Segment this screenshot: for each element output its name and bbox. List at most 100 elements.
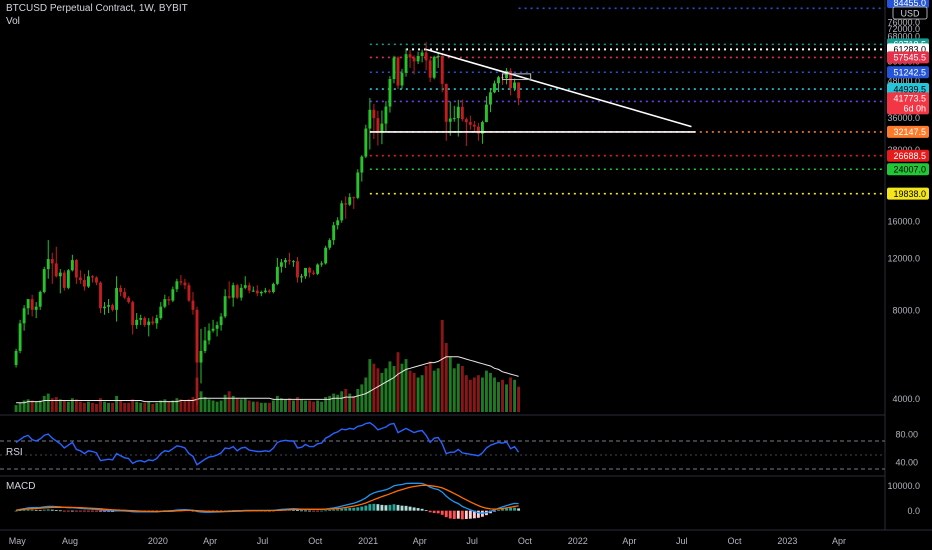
candle[interactable] bbox=[279, 259, 283, 273]
candle[interactable] bbox=[175, 278, 179, 292]
candle[interactable] bbox=[22, 305, 26, 331]
candle[interactable] bbox=[70, 254, 74, 272]
candle[interactable] bbox=[199, 328, 203, 384]
candle[interactable] bbox=[151, 316, 155, 326]
candle[interactable] bbox=[223, 289, 227, 319]
candle[interactable] bbox=[267, 289, 271, 294]
candle[interactable] bbox=[392, 55, 396, 84]
candle[interactable] bbox=[388, 76, 392, 113]
candle[interactable] bbox=[424, 42, 428, 71]
candle[interactable] bbox=[396, 56, 400, 90]
candle[interactable] bbox=[263, 287, 267, 294]
candle[interactable] bbox=[344, 196, 348, 219]
candle[interactable] bbox=[58, 269, 62, 294]
candle[interactable] bbox=[412, 55, 416, 75]
candle[interactable] bbox=[38, 290, 42, 310]
price-tag[interactable]: 26688.5 bbox=[887, 149, 929, 162]
price-tag[interactable]: 51242.5 bbox=[887, 66, 929, 79]
candle[interactable] bbox=[340, 200, 344, 223]
candle[interactable] bbox=[14, 348, 18, 368]
candle[interactable] bbox=[376, 110, 380, 146]
current-price-tag[interactable]: 41773.56d 0h bbox=[887, 92, 929, 115]
candle[interactable] bbox=[235, 283, 239, 300]
candle[interactable] bbox=[505, 68, 508, 85]
candle[interactable] bbox=[275, 257, 279, 286]
candle[interactable] bbox=[66, 269, 70, 290]
candle[interactable] bbox=[171, 286, 175, 303]
candle[interactable] bbox=[155, 314, 159, 329]
candle[interactable] bbox=[497, 75, 500, 93]
price-tag[interactable]: 57545.5 bbox=[887, 51, 929, 64]
range-box[interactable] bbox=[502, 73, 532, 81]
candle[interactable] bbox=[271, 282, 275, 294]
candle[interactable] bbox=[147, 318, 151, 337]
candle[interactable] bbox=[46, 240, 50, 279]
top-price-tag[interactable]: 84455.0 bbox=[887, 0, 929, 8]
candle[interactable] bbox=[452, 105, 456, 122]
candle[interactable] bbox=[259, 290, 263, 297]
candle[interactable] bbox=[288, 252, 291, 265]
candle[interactable] bbox=[183, 278, 187, 290]
candle[interactable] bbox=[247, 282, 251, 294]
candle[interactable] bbox=[62, 270, 66, 291]
candle[interactable] bbox=[484, 96, 488, 123]
candle[interactable] bbox=[211, 319, 215, 333]
candle[interactable] bbox=[356, 169, 360, 200]
candle[interactable] bbox=[131, 300, 135, 335]
candle[interactable] bbox=[107, 299, 110, 314]
candle[interactable] bbox=[119, 285, 123, 297]
candle[interactable] bbox=[360, 155, 364, 182]
candle[interactable] bbox=[489, 88, 492, 113]
candle[interactable] bbox=[207, 323, 211, 345]
candle[interactable] bbox=[432, 55, 436, 80]
candle[interactable] bbox=[115, 276, 119, 322]
candle[interactable] bbox=[123, 287, 127, 300]
candle[interactable] bbox=[143, 316, 147, 327]
candle[interactable] bbox=[364, 124, 368, 159]
candle[interactable] bbox=[283, 257, 287, 268]
price-tag[interactable]: 44939.5 bbox=[887, 83, 929, 96]
candle[interactable] bbox=[139, 314, 143, 326]
candle[interactable] bbox=[167, 296, 171, 306]
candle[interactable] bbox=[243, 276, 247, 290]
candle[interactable] bbox=[255, 285, 259, 297]
candle[interactable] bbox=[54, 246, 58, 278]
candle[interactable] bbox=[215, 321, 219, 337]
candle[interactable] bbox=[99, 281, 102, 314]
candle[interactable] bbox=[187, 282, 191, 303]
price-tag[interactable]: 32147.5 bbox=[887, 125, 929, 138]
candle[interactable] bbox=[408, 49, 412, 68]
candle[interactable] bbox=[42, 266, 46, 294]
candle[interactable] bbox=[316, 263, 320, 276]
candle[interactable] bbox=[308, 266, 311, 278]
candle[interactable] bbox=[460, 99, 464, 122]
candle[interactable] bbox=[320, 261, 324, 267]
candle[interactable] bbox=[472, 121, 476, 133]
candle[interactable] bbox=[416, 51, 420, 65]
candle[interactable] bbox=[493, 80, 496, 94]
candle[interactable] bbox=[231, 282, 235, 307]
candle[interactable] bbox=[227, 281, 231, 300]
candle[interactable] bbox=[420, 49, 424, 63]
candle[interactable] bbox=[86, 270, 90, 288]
candle[interactable] bbox=[448, 101, 452, 136]
candle[interactable] bbox=[91, 275, 94, 283]
candle[interactable] bbox=[195, 306, 199, 406]
candle[interactable] bbox=[400, 68, 404, 89]
candle[interactable] bbox=[163, 294, 167, 309]
candle[interactable] bbox=[26, 299, 30, 315]
price-tag[interactable]: 19838.0 bbox=[887, 187, 929, 200]
candle[interactable] bbox=[436, 53, 440, 68]
candle[interactable] bbox=[372, 103, 376, 140]
candle[interactable] bbox=[78, 270, 82, 284]
candle[interactable] bbox=[127, 296, 131, 304]
candle[interactable] bbox=[328, 238, 332, 250]
candle[interactable] bbox=[30, 294, 34, 317]
candle[interactable] bbox=[312, 270, 316, 276]
candle[interactable] bbox=[74, 259, 78, 284]
candle[interactable] bbox=[203, 326, 207, 354]
candle[interactable] bbox=[352, 196, 356, 209]
candle[interactable] bbox=[103, 302, 106, 315]
candle[interactable] bbox=[304, 267, 307, 279]
candle[interactable] bbox=[18, 319, 22, 354]
